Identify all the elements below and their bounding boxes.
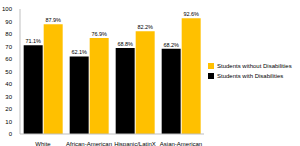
svg-text:10: 10 (8, 119, 13, 125)
svg-text:60: 60 (8, 56, 13, 62)
svg-text:82.2%: 82.2% (137, 24, 153, 30)
svg-text:76.9%: 76.9% (91, 31, 107, 37)
svg-text:87.9%: 87.9% (45, 17, 61, 23)
svg-text:Asian-American: Asian-American (160, 141, 202, 146)
html-text:Students with Disabilities: Students with Disabilities (217, 73, 284, 79)
svg-text:African-American: African-American (66, 141, 112, 146)
svg-text:70: 70 (8, 44, 13, 50)
svg-text:68.8%: 68.8% (117, 41, 133, 47)
svg-text:20: 20 (8, 106, 13, 112)
svg-text:90: 90 (8, 19, 13, 25)
svg-text:Hispanic/LatinX: Hispanic/LatinX (114, 141, 156, 146)
svg-text:40: 40 (8, 81, 13, 87)
svg-text:92.6%: 92.6% (183, 11, 199, 17)
svg-text:30: 30 (8, 94, 13, 100)
svg-text:0: 0 (9, 131, 13, 137)
svg-text:100: 100 (8, 6, 13, 12)
svg-text:50: 50 (8, 69, 13, 75)
svg-text:68.2%: 68.2% (163, 42, 179, 48)
svg-text:80: 80 (8, 31, 13, 37)
html-text:Students without Disabilities: Students without Disabilities (217, 63, 292, 69)
svg-text:White: White (35, 141, 51, 146)
svg-text:62.1%: 62.1% (71, 49, 87, 55)
svg-text:71.1%: 71.1% (25, 38, 41, 44)
